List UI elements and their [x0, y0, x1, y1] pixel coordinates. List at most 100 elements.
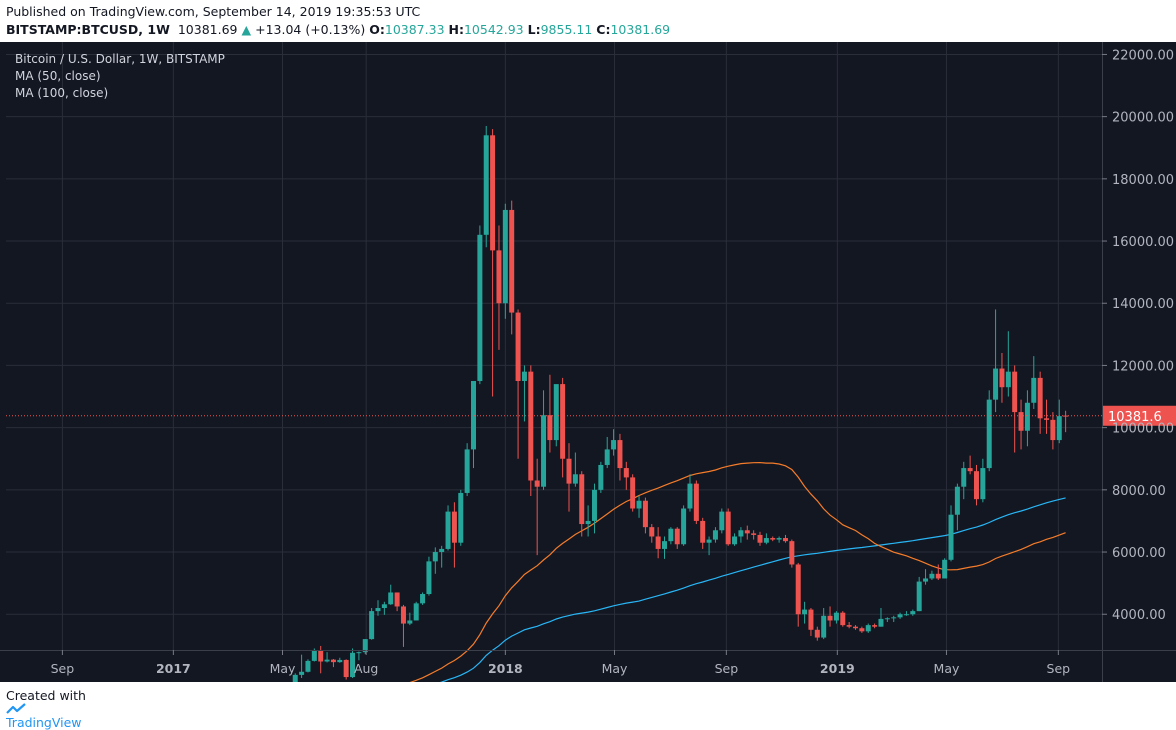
- x-tick-label: Sep: [51, 661, 75, 676]
- close-label: C:: [596, 22, 611, 37]
- candle-body: [560, 384, 566, 459]
- y-tick-label: 8000.00: [1112, 484, 1166, 499]
- candle-body: [725, 511, 731, 545]
- price-chart[interactable]: 10381.6 4000.00 6000.00 8000.00 10000.00 120…: [0, 42, 1176, 682]
- candle-body: [674, 528, 680, 545]
- ma50-legend: MA (50, close): [15, 69, 101, 83]
- candle-body: [1050, 419, 1056, 441]
- candle-body: [840, 612, 846, 626]
- ma50-line-group: [409, 461, 1066, 682]
- time-axis[interactable]: Sep 2017 May Aug 2018 May Sep 2019 May Sep: [0, 650, 1176, 676]
- candle-body: [655, 536, 661, 549]
- candle-body: [712, 530, 718, 540]
- symbol-label: BITSTAMP:BTCUSD, 1W: [6, 22, 170, 37]
- candle-body: [292, 674, 298, 682]
- candle-body: [611, 440, 617, 450]
- candle-body: [356, 652, 362, 654]
- candle-body: [859, 628, 865, 632]
- candle-body: [483, 135, 489, 235]
- candle-body: [464, 449, 470, 493]
- candle-body: [591, 489, 597, 521]
- y-tick-label: 10000.00: [1112, 422, 1174, 437]
- candle-body: [445, 511, 451, 549]
- candle-body: [534, 480, 540, 487]
- candle-body: [821, 615, 827, 638]
- x-tick-label: 2018: [488, 661, 523, 676]
- price-axis[interactable]: 4000.00 6000.00 8000.00 10000.00 12000.00 140…: [1102, 42, 1174, 682]
- grid: [6, 42, 1102, 650]
- candle-body: [1031, 377, 1037, 403]
- candle-body: [693, 483, 699, 521]
- candle-body: [1012, 371, 1018, 413]
- candle-body: [993, 368, 999, 400]
- candle-body: [935, 573, 941, 579]
- candle-body: [623, 468, 629, 478]
- candle-body: [305, 660, 311, 672]
- candle-body: [719, 511, 725, 531]
- candle-body: [642, 500, 648, 528]
- ma100-line-group: [440, 497, 1066, 682]
- candle-body: [1056, 416, 1062, 441]
- candle-body: [439, 548, 445, 553]
- change-up-icon: ▲: [241, 22, 252, 37]
- candle-body: [604, 449, 610, 465]
- header-bar: Published on TradingView.com, September …: [0, 0, 1176, 42]
- candle-body: [381, 604, 387, 609]
- candle-body: [916, 581, 922, 612]
- candle-body: [299, 671, 305, 675]
- last-price: 10381.69: [177, 22, 238, 37]
- candle-body: [700, 520, 706, 543]
- candle-body: [343, 659, 349, 678]
- candle-body: [814, 629, 820, 638]
- candle-body: [789, 541, 795, 565]
- candle-body: [732, 536, 738, 545]
- candle-body: [330, 659, 336, 663]
- last-price-badge: [1103, 405, 1176, 426]
- candle-body: [400, 606, 406, 624]
- x-tick-label: May: [270, 661, 296, 676]
- candle-body: [833, 612, 839, 621]
- candle-body: [528, 371, 534, 481]
- close-value: 10381.69: [610, 22, 671, 37]
- open-label: O:: [369, 22, 385, 37]
- candle-body: [757, 534, 763, 543]
- candle-body: [420, 594, 426, 604]
- candle-body: [318, 650, 324, 662]
- candle-body: [980, 468, 986, 500]
- candle-body: [1044, 418, 1050, 420]
- high-value: 10542.93: [463, 22, 524, 37]
- footer: Created with TradingView: [6, 688, 86, 730]
- candle-body: [407, 620, 413, 624]
- candle-body: [923, 578, 929, 582]
- candle-body: [662, 541, 668, 549]
- last-price-line: 10381.6: [6, 405, 1176, 426]
- candle-body: [942, 559, 948, 579]
- x-tick-label: Aug: [354, 661, 378, 676]
- candle-body: [903, 614, 909, 616]
- candle-body: [388, 592, 394, 605]
- candle-body: [668, 528, 674, 542]
- candle-body: [897, 614, 903, 618]
- candle-body: [872, 625, 878, 627]
- candle-body: [547, 415, 553, 441]
- candle-body: [1037, 377, 1043, 419]
- candle-body: [490, 135, 496, 251]
- last-price-label: 10381.6: [1108, 410, 1162, 425]
- tradingview-link[interactable]: TradingView: [6, 715, 82, 730]
- candle-body: [502, 209, 508, 304]
- candle-body: [827, 615, 833, 621]
- candle-body: [477, 234, 483, 381]
- candle-body: [884, 618, 890, 620]
- candle-body: [763, 538, 769, 543]
- candle-body: [311, 650, 317, 661]
- chart-title: Bitcoin / U.S. Dollar, 1W, BITSTAMP: [15, 52, 225, 66]
- candle-body: [681, 508, 687, 545]
- x-tick-label: Sep: [715, 661, 739, 676]
- low-value: 9855.11: [540, 22, 593, 37]
- y-tick-label: 12000.00: [1112, 359, 1174, 374]
- tradingview-logo-icon[interactable]: [6, 703, 86, 715]
- y-tick-label: 16000.00: [1112, 235, 1174, 250]
- chart-area[interactable]: 10381.6 4000.00 6000.00 8000.00 10000.00 120…: [0, 42, 1176, 682]
- candle-body: [744, 530, 750, 534]
- candle-body: [394, 592, 400, 607]
